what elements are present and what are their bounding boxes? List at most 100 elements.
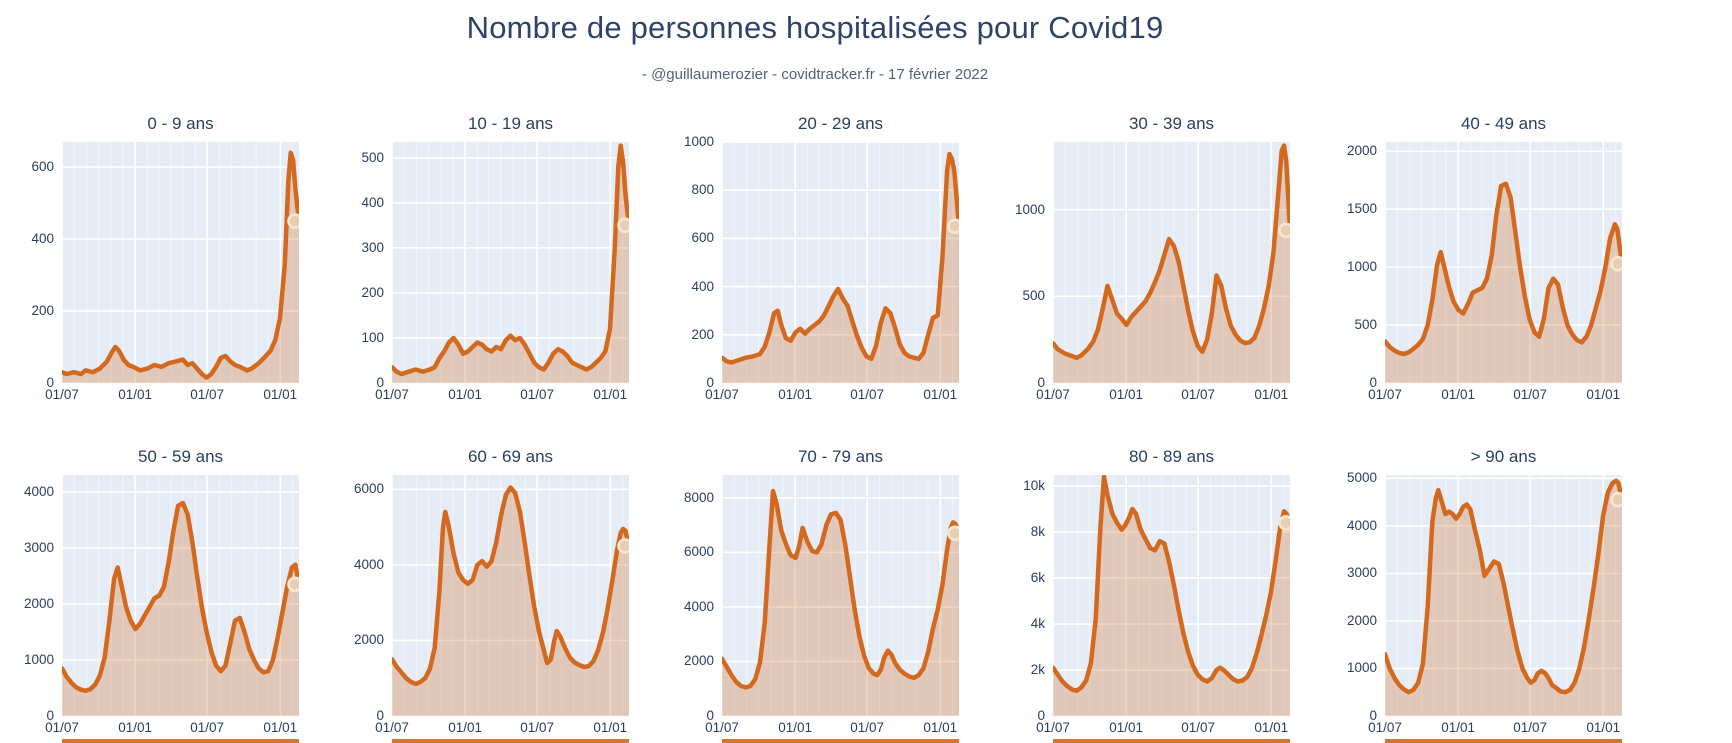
series-line xyxy=(722,151,959,365)
x-tick-label: 01/07 xyxy=(705,720,739,735)
end-marker xyxy=(617,538,629,554)
area-fill xyxy=(1385,183,1622,383)
x-tick-label: 01/07 xyxy=(705,387,739,402)
y-tick-label: 6000 xyxy=(683,544,714,560)
series-line xyxy=(62,150,299,380)
x-tick-label: 01/01 xyxy=(593,387,628,402)
y-tick-label: 200 xyxy=(361,284,384,300)
plot-background xyxy=(392,475,629,716)
x-tick-label: 01/07 xyxy=(190,720,225,735)
x-tick-label: 01/07 xyxy=(1181,720,1216,735)
y-tick-label: 4000 xyxy=(1346,517,1377,533)
cropped-next-row-strip xyxy=(62,739,299,743)
subplot-title: 0 - 9 ans xyxy=(147,114,214,133)
end-marker xyxy=(947,525,959,542)
plot-background xyxy=(722,142,959,383)
x-tick-label: 01/07 xyxy=(1036,387,1070,402)
area-fill xyxy=(1053,476,1290,716)
x-tick-label: 01/01 xyxy=(263,720,298,735)
y-tick-label: 4000 xyxy=(683,598,714,614)
y-tick-label: 0 xyxy=(1037,708,1045,723)
x-tick-label: 01/07 xyxy=(375,387,409,402)
series-line xyxy=(392,143,629,377)
y-tick-label: 3000 xyxy=(1346,565,1377,581)
area-fill xyxy=(62,503,299,716)
x-tick-label: 01/07 xyxy=(45,720,79,735)
end-marker xyxy=(947,218,959,235)
plot-background xyxy=(392,142,629,383)
y-tick-label: 0 xyxy=(376,375,384,390)
area-fill xyxy=(392,145,629,383)
plot-area[interactable] xyxy=(62,475,299,716)
cropped-next-row-strip xyxy=(392,739,629,743)
y-tick-label: 8000 xyxy=(683,489,714,505)
plot-area[interactable] xyxy=(392,475,629,716)
x-tick-label: 01/07 xyxy=(850,720,885,735)
x-tick-label: 01/01 xyxy=(778,387,813,402)
y-tick-label: 300 xyxy=(361,239,384,255)
series-line xyxy=(722,488,959,690)
y-tick-label: 2000 xyxy=(23,595,54,611)
y-tick-label: 200 xyxy=(691,326,714,342)
plot-area[interactable] xyxy=(1053,475,1290,716)
plot-area[interactable] xyxy=(1053,142,1290,383)
y-tick-label: 0 xyxy=(1369,708,1377,723)
end-marker xyxy=(1610,491,1622,508)
x-tick-label: 01/07 xyxy=(190,387,225,402)
y-tick-label: 400 xyxy=(691,278,714,294)
y-tick-label: 0 xyxy=(46,708,54,723)
x-tick-label: 01/01 xyxy=(593,720,628,735)
x-tick-label: 01/07 xyxy=(1368,720,1402,735)
plot-background xyxy=(62,142,299,383)
x-tick-label: 01/07 xyxy=(520,387,555,402)
x-tick-label: 01/01 xyxy=(1586,387,1621,402)
x-tick-label: 01/01 xyxy=(923,387,958,402)
area-fill xyxy=(1385,480,1622,716)
y-tick-label: 1500 xyxy=(1346,201,1377,217)
cropped-next-row-strip xyxy=(1385,739,1622,743)
y-tick-label: 500 xyxy=(361,149,384,165)
x-tick-label: 01/07 xyxy=(1036,720,1070,735)
y-tick-label: 1000 xyxy=(1014,201,1045,217)
x-tick-label: 01/01 xyxy=(923,720,958,735)
plot-area[interactable] xyxy=(1385,142,1622,383)
plot-area[interactable] xyxy=(1385,475,1622,716)
plot-background xyxy=(1385,475,1622,716)
plot-area[interactable] xyxy=(392,142,629,383)
end-marker xyxy=(1610,255,1622,272)
y-tick-label: 2000 xyxy=(1346,143,1377,159)
cropped-next-row-strip xyxy=(722,739,959,743)
plot-area[interactable] xyxy=(722,475,959,716)
y-tick-label: 1000 xyxy=(1346,259,1377,275)
x-tick-label: 01/07 xyxy=(850,387,885,402)
x-tick-label: 01/01 xyxy=(1586,720,1621,735)
end-marker xyxy=(1278,222,1290,239)
y-tick-label: 600 xyxy=(31,159,54,175)
x-tick-label: 01/07 xyxy=(1368,387,1402,402)
plot-area[interactable] xyxy=(62,142,299,383)
subplot-title: 30 - 39 ans xyxy=(1128,114,1215,133)
subplot-title: 10 - 19 ans xyxy=(467,114,554,133)
subplot-title: 60 - 69 ans xyxy=(467,447,554,466)
x-tick-label: 01/01 xyxy=(448,387,483,402)
y-tick-label: 200 xyxy=(31,303,54,319)
x-tick-label: 01/01 xyxy=(1254,387,1289,402)
y-tick-label: 500 xyxy=(1022,288,1045,304)
series-line xyxy=(62,500,299,694)
series-line xyxy=(1053,475,1290,693)
y-tick-label: 400 xyxy=(31,231,54,247)
y-tick-label: 0 xyxy=(376,708,384,723)
x-tick-label: 01/01 xyxy=(1441,720,1476,735)
y-tick-label: 2000 xyxy=(683,653,714,669)
x-tick-label: 01/01 xyxy=(778,720,813,735)
x-tick-label: 01/07 xyxy=(1513,387,1548,402)
plot-area[interactable] xyxy=(722,142,959,383)
x-tick-label: 01/01 xyxy=(1109,387,1144,402)
y-tick-label: 2000 xyxy=(353,632,384,648)
y-tick-label: 0 xyxy=(46,375,54,390)
y-tick-label: 1000 xyxy=(683,134,714,149)
plot-background xyxy=(1053,475,1290,716)
area-fill xyxy=(1053,145,1290,383)
x-tick-label: 01/01 xyxy=(118,387,153,402)
y-tick-label: 8k xyxy=(1030,524,1045,540)
